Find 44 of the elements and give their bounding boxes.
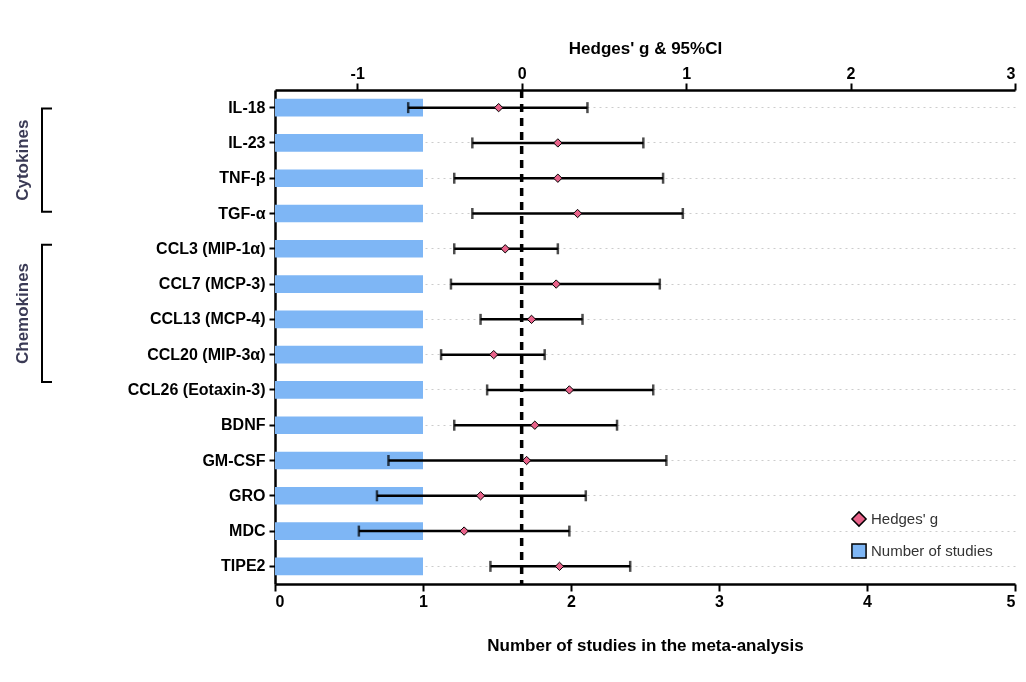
y-tick-label: MDC [229, 522, 266, 540]
y-tick-label: TNF-β [219, 169, 266, 187]
point [554, 561, 565, 572]
x2-tick-label: 2 [846, 64, 856, 82]
x-tick-label: 1 [419, 592, 429, 610]
x-tick-label: 2 [567, 592, 577, 610]
point [493, 102, 504, 113]
x2-tick-label: 0 [517, 64, 527, 82]
point [489, 349, 499, 360]
y-tick-label: CCL7 (MCP-3) [158, 275, 266, 293]
y-tick-label: CCL26 (Eotaxin-3) [127, 380, 266, 398]
point [475, 491, 486, 501]
point [553, 138, 563, 148]
x-tick-label: 3 [715, 592, 725, 610]
point [553, 173, 563, 183]
y-tick-label: CCL3 (MIP-1α) [156, 239, 266, 257]
text: Chemokines [13, 262, 32, 365]
point [530, 420, 540, 430]
y-tick-label: TIPE2 [221, 557, 266, 575]
point [459, 526, 469, 536]
x2-axis-title: Hedges' g & 95%CI [568, 38, 723, 58]
x-tick-label: 0 [275, 592, 285, 610]
point [500, 244, 510, 254]
x-tick-label: 5 [1006, 592, 1016, 610]
point [564, 385, 575, 395]
point [526, 314, 537, 325]
y-tick-label: IL-23 [228, 133, 266, 151]
y-tick-label: IL-18 [228, 98, 266, 116]
x-axis-title: Number of studies in the meta-analysis [487, 635, 804, 655]
y-tick-label: CCL20 (MIP-3α) [147, 345, 266, 363]
y-tick-label: GM-CSF [202, 451, 266, 469]
legend-label: Hedges' g [871, 510, 939, 527]
point [572, 208, 583, 219]
y-tick-label: TGF-α [218, 204, 266, 222]
x2-tick-label: 1 [682, 64, 692, 82]
x-tick-label: 4 [863, 592, 873, 610]
y-tick-label: GRO [229, 486, 266, 504]
y-tick-label: CCL13 (MCP-4) [149, 310, 266, 328]
legend-label: Number of studies [871, 542, 993, 559]
text: Cytokines [13, 119, 32, 201]
x2-tick-label: -1 [350, 64, 365, 82]
point [551, 279, 561, 289]
x2-tick-label: 3 [1006, 64, 1016, 82]
y-tick-label: BDNF [221, 416, 266, 434]
